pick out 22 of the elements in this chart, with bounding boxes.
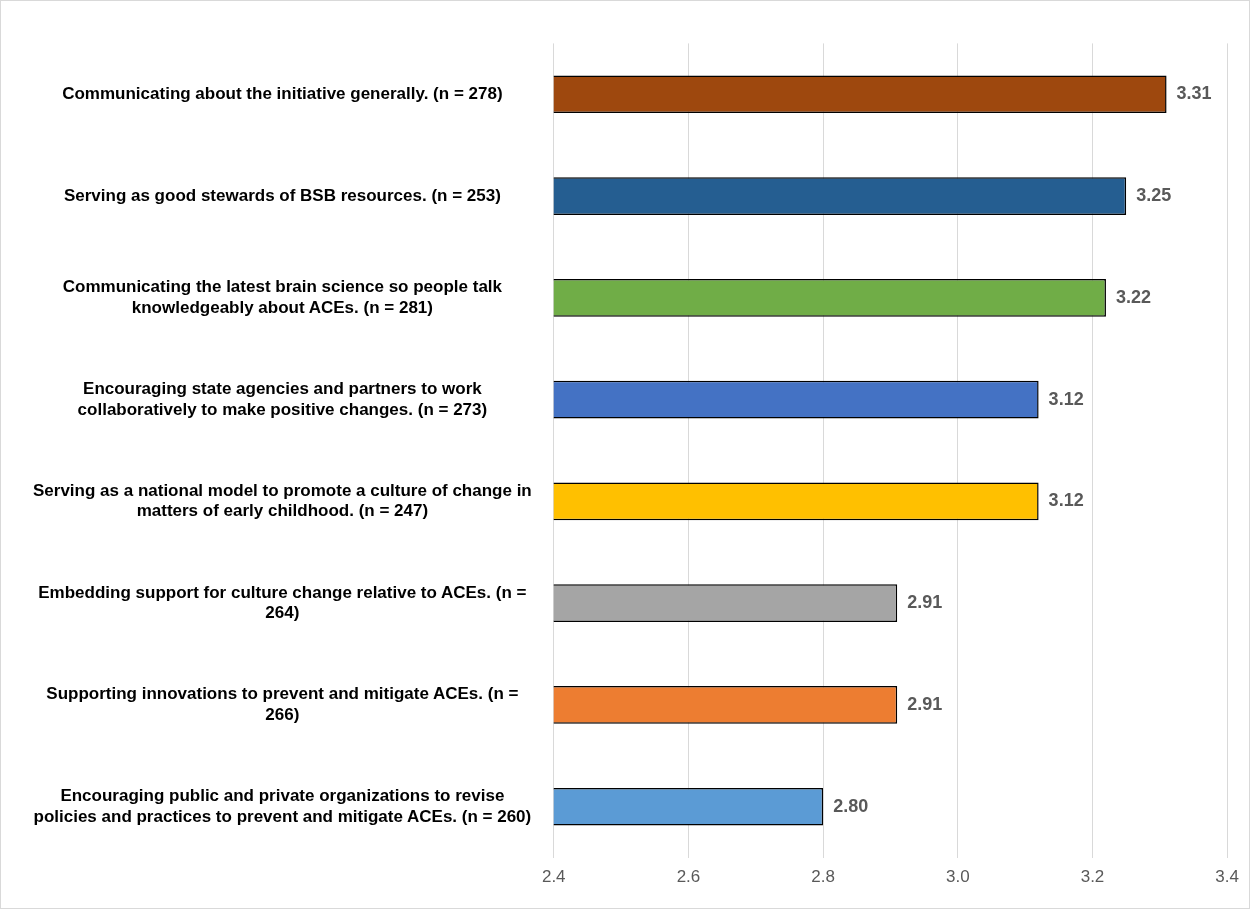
x-tick-label: 3.2 [1080, 867, 1105, 887]
x-tick-label: 2.4 [541, 867, 566, 887]
data-label: 2.91 [907, 693, 943, 714]
y-tick-label: Supporting innovations to prevent and mitigate ACEs. (n = 266) [46, 684, 519, 724]
x-tick-label: 3.4 [1215, 867, 1239, 887]
y-tick-label: Serving as good stewards of BSB resources. (n = 253) [63, 185, 501, 205]
y-tick-label: Serving as a national model to promote a culture of change in matters of early childhood. (n = 247) [32, 480, 532, 521]
data-label: 3.25 [1136, 185, 1172, 206]
data-label: 2.80 [833, 795, 869, 816]
y-tick-label: Communicating the latest brain science so people talk knowledgeably about ACEs. (n = 281) [62, 277, 503, 317]
y-tick-label: Encouraging public and private organizations to revise policies and practices to prevent and mitigate ACEs. (n = 260) [33, 786, 532, 826]
x-tick-label: 3.0 [945, 867, 970, 887]
x-tick-label: 2.8 [811, 867, 835, 887]
data-label: 3.12 [1048, 388, 1084, 409]
y-tick-label: Encouraging state agencies and partners to work collaboratively to make positive changes. (n = 273) [77, 379, 488, 419]
data-label: 3.22 [1115, 286, 1152, 307]
x-tick-label: 2.6 [676, 867, 701, 887]
y-tick-label: Communicating about the initiative generally. (n = 278) [62, 83, 503, 103]
data-label: 3.31 [1176, 83, 1212, 104]
y-tick-label: Embedding support for culture change relative to ACEs. (n = 264) [38, 582, 527, 623]
data-label: 2.91 [907, 592, 943, 613]
data-label: 3.12 [1048, 490, 1084, 511]
